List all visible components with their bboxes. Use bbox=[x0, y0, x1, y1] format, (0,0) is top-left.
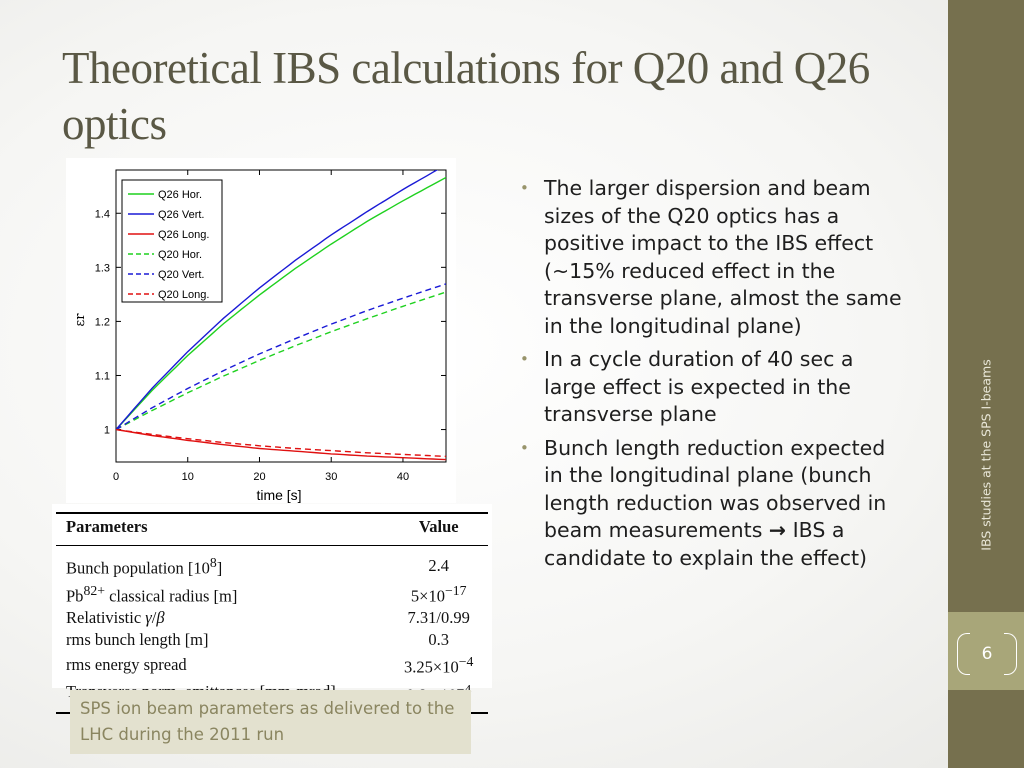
sidebar-footer-text: IBS studies at the SPS I-beams bbox=[978, 359, 994, 551]
legend-label: Q26 Hor. bbox=[158, 189, 202, 201]
ibs-chart: 0 10 20 30 40 1 1.1 1.2 1.3 1.4 time [s] εr Q26 Hor.… bbox=[66, 158, 456, 503]
series-line bbox=[116, 283, 446, 431]
y-tick-label: 1.1 bbox=[95, 370, 110, 382]
table-row: Relativistic γ/β 7.31/0.99 bbox=[56, 607, 488, 629]
x-tick-label: 40 bbox=[397, 471, 409, 483]
series-line bbox=[116, 176, 446, 431]
y-tick-label: 1 bbox=[104, 425, 110, 437]
parameters-table-panel: Parameters Value Bunch population [108] 2… bbox=[52, 504, 492, 714]
series-line bbox=[116, 428, 446, 458]
x-tick-label: 20 bbox=[253, 471, 265, 483]
bullet-dot: • bbox=[520, 179, 529, 197]
param-value: 0.3 bbox=[428, 630, 450, 649]
series-line bbox=[116, 428, 446, 461]
table-row: Pb82+ classical radius [m] 5×10−17 bbox=[56, 580, 488, 608]
param-name: rms energy spread bbox=[66, 654, 187, 674]
slide-number-badge: 6 bbox=[957, 633, 1017, 675]
right-arrow-icon: → bbox=[768, 518, 787, 542]
table-body: Bunch population [108] 2.4 Pb82+ classical… bbox=[56, 546, 488, 714]
series-line bbox=[116, 170, 439, 431]
x-tick-label: 10 bbox=[182, 471, 194, 483]
param-name: rms bunch length [m] bbox=[66, 630, 209, 649]
header-value: Value bbox=[387, 512, 488, 546]
param-name: Bunch population [108] bbox=[66, 555, 223, 578]
legend-label: Q26 Vert. bbox=[158, 209, 204, 221]
table-row: Bunch population [108] 2.4 bbox=[56, 546, 488, 580]
chart-svg: 0 10 20 30 40 1 1.1 1.2 1.3 1.4 time [s] εr Q26 Hor.… bbox=[73, 169, 447, 503]
table-caption: SPS ion beam parameters as delivered to … bbox=[70, 690, 471, 754]
x-axis-label: time [s] bbox=[256, 487, 301, 503]
legend-label: Q20 Long. bbox=[158, 289, 209, 301]
bullet-dot: • bbox=[520, 350, 529, 368]
left-bracket bbox=[957, 633, 970, 675]
legend-label: Q20 Hor. bbox=[158, 249, 202, 261]
parameters-table: Parameters Value Bunch population [108] 2… bbox=[56, 512, 488, 714]
bullet-item: • In a cycle duration of 40 sec a large e… bbox=[516, 346, 906, 429]
table-row: rms bunch length [m] 0.3 bbox=[56, 629, 488, 651]
param-value: 5×10−17 bbox=[410, 582, 467, 606]
y-tick-label: 1.2 bbox=[95, 316, 110, 328]
y-tick-label: 1.4 bbox=[95, 208, 110, 220]
param-value: 3.25×10−4 bbox=[404, 654, 474, 677]
bullet-item: • The larger dispersion and beam sizes of… bbox=[516, 175, 906, 340]
bullet-text: The larger dispersion and beam sizes of … bbox=[544, 176, 902, 338]
plot-frame bbox=[115, 169, 447, 463]
slide-number: 6 bbox=[981, 644, 993, 664]
y-tick-label: 1.3 bbox=[95, 262, 110, 274]
table-header-row: Parameters Value bbox=[56, 512, 488, 546]
bullet-dot: • bbox=[520, 438, 529, 457]
param-name: Pb82+ classical radius [m] bbox=[66, 582, 238, 606]
legend-box bbox=[121, 179, 223, 303]
param-name: Relativistic γ/β bbox=[66, 608, 165, 627]
legend-label: Q26 Long. bbox=[158, 229, 209, 241]
bullet-text-continued: IBS a candidate to explain the effect) bbox=[544, 518, 868, 570]
x-tick-label: 30 bbox=[325, 471, 337, 483]
legend-label: Q20 Vert. bbox=[158, 269, 204, 281]
param-value: 7.31/0.99 bbox=[407, 608, 470, 627]
bullet-text: In a cycle duration of 40 sec a large ef… bbox=[544, 347, 854, 426]
y-axis-label: εr bbox=[73, 313, 88, 327]
header-parameters: Parameters bbox=[56, 512, 388, 546]
bullet-list: • The larger dispersion and beam sizes of… bbox=[516, 175, 906, 578]
series-line bbox=[116, 291, 446, 431]
bullet-item: • Bunch length reduction expected in the … bbox=[516, 435, 906, 573]
param-value: 2.4 bbox=[428, 555, 450, 575]
bullet-text: Bunch length reduction expected in the l… bbox=[544, 435, 887, 543]
table-row: rms energy spread 3.25×10−4 bbox=[56, 651, 488, 679]
slide-title: Theoretical IBS calculations for Q20 and… bbox=[62, 43, 870, 149]
slide-number-band bbox=[948, 612, 1024, 690]
x-tick-label: 0 bbox=[113, 471, 119, 483]
